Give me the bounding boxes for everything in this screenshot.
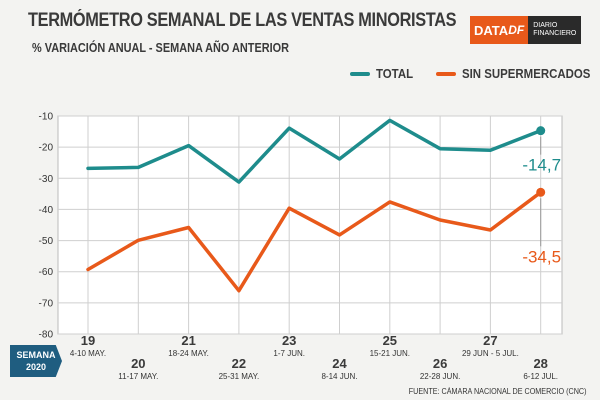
x-tick-label: 24 xyxy=(332,356,347,371)
logo-accent: DF xyxy=(508,23,525,37)
end-value-label: -14,7 xyxy=(522,156,561,175)
data-point xyxy=(536,187,546,197)
x-tick-date: 6-12 JUL. xyxy=(523,372,558,381)
x-tick-label: 22 xyxy=(232,356,246,371)
plot-area xyxy=(57,115,563,335)
x-tick-label: 28 xyxy=(533,356,547,371)
x-tick-date: 15-21 JUN. xyxy=(370,349,410,358)
logo-side: DIARIO FINANCIERO xyxy=(528,16,582,44)
y-tick-label: -40 xyxy=(39,205,54,216)
series-line xyxy=(86,118,543,184)
x-tick-date: 18-24 MAY. xyxy=(168,349,209,358)
legend-item-total: TOTAL xyxy=(350,66,418,81)
chart-legend: TOTAL SIN SUPERMERCADOS xyxy=(350,66,600,81)
logo-mark: DATA DF xyxy=(470,16,529,44)
x-tick-label: 21 xyxy=(181,333,195,348)
series-line xyxy=(86,190,543,293)
week-badge-line2: 2020 xyxy=(25,362,47,372)
x-tick-date: 11-17 MAY. xyxy=(118,372,158,381)
x-tick-label: 23 xyxy=(282,333,296,348)
data-point xyxy=(536,126,546,136)
x-tick-label: 26 xyxy=(433,356,447,371)
end-value-label: -34,5 xyxy=(522,247,561,266)
source-note: FUENTE: CÁMARA NACIONAL DE COMERCIO (CNC… xyxy=(408,387,586,396)
y-tick-label: -10 xyxy=(39,112,54,123)
x-tick-date: 22-28 JUN. xyxy=(420,372,460,381)
logo-text: DATA xyxy=(474,22,509,38)
x-tick-date: 4-10 MAY. xyxy=(70,349,106,358)
y-tick-label: -70 xyxy=(39,298,54,309)
x-tick-label: 19 xyxy=(81,333,95,348)
chart-title: TERMÓMETRO SEMANAL DE LAS VENTAS MINORIS… xyxy=(28,10,457,31)
y-tick-label: -60 xyxy=(39,267,54,278)
y-tick-label: -30 xyxy=(39,174,54,185)
x-tick-label: 25 xyxy=(383,333,397,348)
logo-side-line1: DIARIO xyxy=(533,22,558,29)
x-tick-date: 1-7 JUN. xyxy=(273,349,305,358)
x-tick-date: 29 JUN - 5 JUL. xyxy=(462,349,519,358)
x-tick-label: 20 xyxy=(131,356,145,371)
legend-label-total: TOTAL xyxy=(376,66,414,81)
logo-side-line2: FINANCIERO xyxy=(533,30,577,37)
legend-label-sin-supermercados: SIN SUPERMERCADOS xyxy=(462,66,591,81)
brand-logo: DATA DF DIARIO FINANCIERO xyxy=(470,16,582,44)
chart-subtitle: % VARIACIÓN ANUAL - SEMANA AÑO ANTERIOR xyxy=(32,40,290,55)
legend-item-sin-supermercados: SIN SUPERMERCADOS xyxy=(436,66,600,81)
x-tick-label: 27 xyxy=(483,333,497,348)
week-badge-line1: SEMANA xyxy=(16,350,56,360)
x-tick-date: 25-31 MAY. xyxy=(219,372,260,381)
y-tick-label: -80 xyxy=(39,330,54,341)
y-tick-label: -50 xyxy=(39,236,54,247)
legend-swatch-sin-supermercados xyxy=(436,71,457,76)
legend-swatch-total xyxy=(350,71,370,76)
y-tick-label: -20 xyxy=(39,143,54,154)
week-badge: SEMANA 2020 xyxy=(10,345,62,377)
x-tick-date: 8-14 JUN. xyxy=(321,372,357,381)
